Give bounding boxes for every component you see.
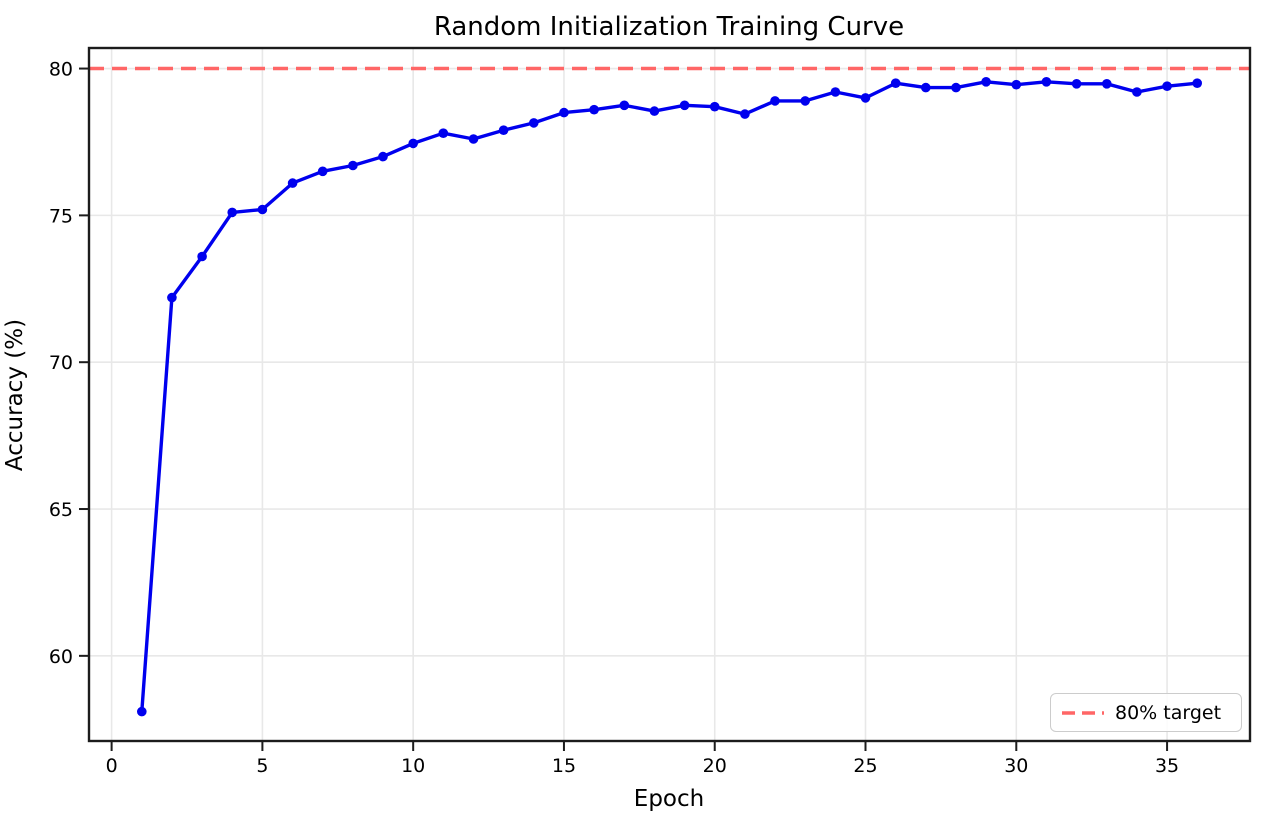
plot-border bbox=[87, 46, 1252, 743]
data-point-epoch-7 bbox=[317, 166, 328, 177]
data-point-epoch-24 bbox=[830, 87, 841, 97]
x-tick-label: 5 bbox=[256, 755, 268, 777]
data-point-epoch-29 bbox=[981, 77, 991, 87]
data-point-epoch-12 bbox=[468, 134, 479, 144]
data-point-epoch-11 bbox=[438, 128, 449, 138]
data-point-epoch-16 bbox=[589, 104, 599, 115]
plot-layer: 0 5 10 15 20 25 30 35 60 65 70 75 80 bbox=[49, 46, 1252, 777]
legend: 80% target bbox=[1050, 693, 1242, 732]
data-point-epoch-31 bbox=[1041, 77, 1052, 87]
x-tick-label: 10 bbox=[401, 755, 425, 777]
x-tick-label: 35 bbox=[1155, 755, 1179, 777]
y-tick-label: 80 bbox=[49, 59, 73, 81]
y-tick-label: 70 bbox=[49, 352, 73, 374]
data-point-epoch-27 bbox=[921, 82, 931, 93]
x-tick-label: 25 bbox=[853, 755, 877, 777]
data-point-epoch-28 bbox=[951, 82, 961, 93]
data-point-epoch-2 bbox=[167, 292, 177, 303]
data-point-epoch-4 bbox=[227, 207, 237, 218]
x-tick-label: 20 bbox=[703, 755, 727, 777]
x-tick-label: 15 bbox=[552, 755, 576, 777]
data-point-epoch-34 bbox=[1132, 87, 1142, 97]
chart-title: Random Initialization Training Curve bbox=[434, 12, 904, 42]
data-point-epoch-15 bbox=[559, 107, 569, 118]
data-point-epoch-6 bbox=[287, 178, 298, 188]
data-point-epoch-20 bbox=[709, 101, 720, 112]
y-tick-label: 60 bbox=[49, 646, 73, 668]
y-tick-label: 65 bbox=[49, 499, 73, 521]
x-tick-label: 0 bbox=[106, 755, 118, 777]
data-point-epoch-32 bbox=[1071, 79, 1082, 89]
data-point-epoch-9 bbox=[378, 151, 388, 162]
data-point-epoch-17 bbox=[619, 100, 630, 111]
data-point-epoch-10 bbox=[408, 138, 419, 149]
y-axis-title: Accuracy (%) bbox=[2, 319, 28, 471]
accuracy-curve bbox=[140, 80, 1199, 714]
data-point-epoch-21 bbox=[740, 109, 750, 119]
data-point-epoch-35 bbox=[1162, 81, 1172, 91]
legend-item-label: 80% target bbox=[1115, 701, 1222, 724]
data-point-epoch-1 bbox=[137, 706, 147, 717]
data-point-epoch-13 bbox=[498, 125, 509, 135]
data-point-epoch-19 bbox=[679, 100, 690, 111]
data-point-epoch-5 bbox=[257, 204, 268, 215]
data-point-epoch-3 bbox=[197, 251, 207, 262]
y-tick-label: 75 bbox=[49, 205, 73, 227]
data-point-epoch-30 bbox=[1011, 79, 1022, 90]
data-point-epoch-18 bbox=[649, 106, 660, 116]
data-point-epoch-23 bbox=[800, 96, 810, 106]
data-point-epoch-22 bbox=[770, 96, 780, 106]
data-point-epoch-26 bbox=[890, 78, 901, 88]
data-point-epoch-25 bbox=[860, 93, 871, 103]
x-tick-label: 30 bbox=[1004, 755, 1028, 777]
data-point-epoch-8 bbox=[348, 160, 358, 171]
target-dashed-line-icon bbox=[1062, 710, 1104, 715]
data-point-epoch-36 bbox=[1192, 78, 1202, 88]
data-point-epoch-14 bbox=[529, 118, 539, 128]
x-axis-title: Epoch bbox=[634, 786, 704, 812]
data-point-epoch-33 bbox=[1102, 79, 1112, 89]
